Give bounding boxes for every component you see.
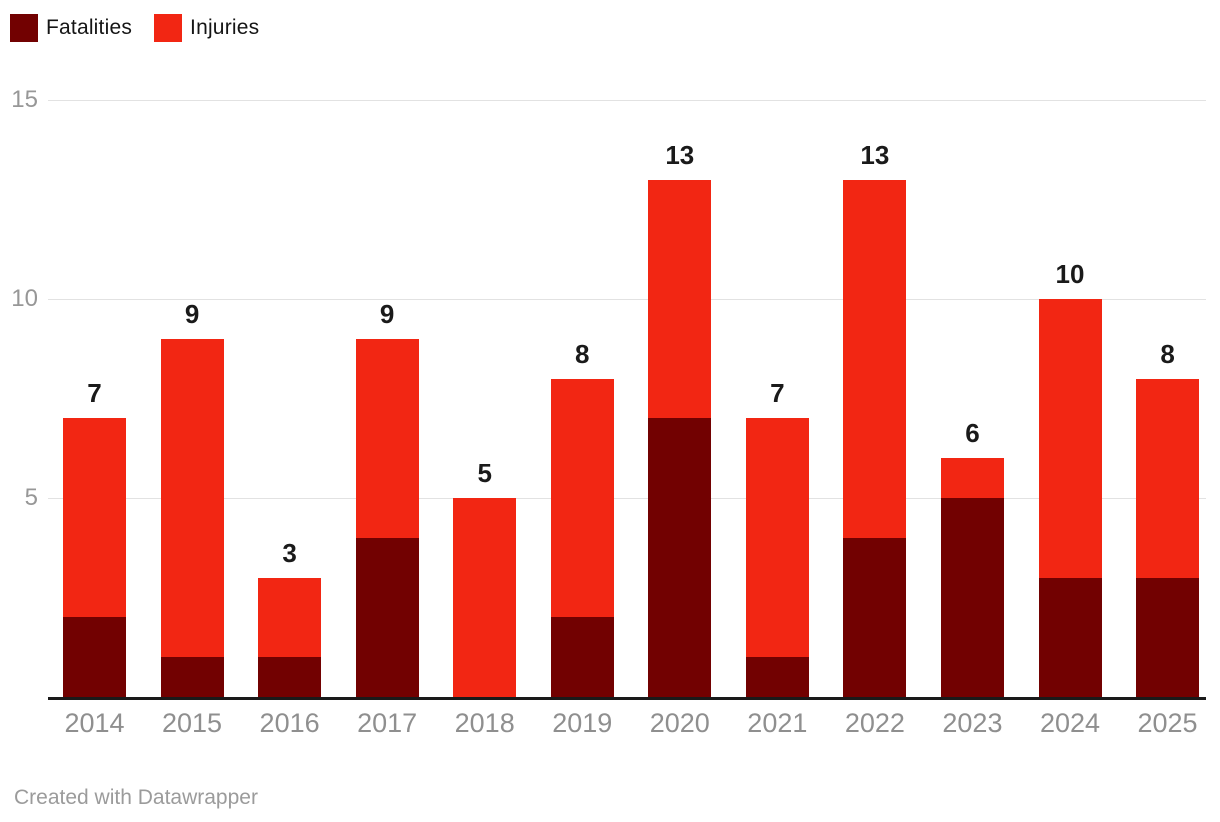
bar-segment-injuries-2016 <box>258 577 322 658</box>
gridline-y-15 <box>48 100 1206 101</box>
x-axis-tick-label-2018: 2018 <box>454 708 515 738</box>
bar-segment-fatalities-2020 <box>648 418 712 697</box>
bar-segment-fatalities-2022 <box>843 537 907 697</box>
fatalities-swatch-icon <box>10 14 38 42</box>
bar-segment-injuries-2015 <box>160 338 224 658</box>
bar-total-label-2022: 13 <box>860 139 890 170</box>
bar-segment-injuries-2023 <box>940 458 1004 498</box>
bar-segment-injuries-2024 <box>1038 299 1102 578</box>
bar-total-label-2021: 7 <box>770 378 785 409</box>
bar-segment-injuries-2021 <box>745 418 809 658</box>
bar-total-label-2023: 6 <box>965 418 980 449</box>
bar-segment-injuries-2020 <box>648 179 712 419</box>
bar-segment-fatalities-2021 <box>745 657 809 697</box>
bar-segment-injuries-2017 <box>355 338 419 538</box>
datawrapper-attribution-link[interactable]: Created with Datawrapper <box>14 786 258 809</box>
x-axis-tick-label-2022: 2022 <box>844 708 905 738</box>
x-axis-tick-label-2014: 2014 <box>64 708 125 738</box>
legend-item-injuries: Injuries <box>154 14 259 42</box>
legend-label-injuries: Injuries <box>190 16 260 39</box>
bar-total-label-2014: 7 <box>87 378 102 409</box>
bar-total-label-2017: 9 <box>379 298 395 329</box>
bar-total-label-2025: 8 <box>1160 338 1175 369</box>
bar-total-label-2020: 13 <box>665 139 695 170</box>
bar-segment-fatalities-2019 <box>550 617 614 697</box>
bar-total-label-2024: 10 <box>1055 259 1085 289</box>
bar-segment-injuries-2018 <box>453 498 517 697</box>
x-axis-tick-label-2025: 2025 <box>1137 708 1198 738</box>
bar-total-label-2016: 3 <box>282 537 297 568</box>
bar-total-label-2018: 5 <box>477 458 492 488</box>
gridline-y-5 <box>48 498 1206 499</box>
bar-segment-fatalities-2025 <box>1136 577 1200 697</box>
x-axis-tick-label-2020: 2020 <box>649 708 710 738</box>
x-axis-tick-label-2015: 2015 <box>162 708 223 738</box>
x-axis-baseline <box>48 697 1206 700</box>
bar-segment-fatalities-2014 <box>63 617 126 697</box>
x-axis-tick-label-2017: 2017 <box>357 708 418 738</box>
legend-item-fatalities: Fatalities <box>10 14 132 42</box>
bar-segment-fatalities-2023 <box>940 498 1004 697</box>
bar-segment-fatalities-2024 <box>1038 577 1102 697</box>
x-axis-tick-label-2019: 2019 <box>552 708 613 738</box>
gridline-y-10 <box>48 299 1206 300</box>
bar-segment-fatalities-2015 <box>160 657 224 697</box>
bar-segment-injuries-2019 <box>550 378 614 618</box>
bar-segment-injuries-2014 <box>63 418 126 618</box>
bar-segment-injuries-2022 <box>843 179 907 538</box>
bar-segment-fatalities-2017 <box>355 537 419 697</box>
y-axis-tick-label: 15 <box>11 86 38 113</box>
x-axis-tick-label-2016: 2016 <box>259 708 320 738</box>
y-axis-tick-label: 10 <box>11 285 38 312</box>
x-axis-tick-label-2024: 2024 <box>1039 708 1101 738</box>
y-axis-tick-label: 5 <box>24 484 38 511</box>
bar-total-label-2015: 9 <box>184 298 200 329</box>
bar-segment-fatalities-2016 <box>258 657 322 697</box>
injuries-swatch-icon <box>154 14 183 42</box>
bar-total-label-2019: 8 <box>575 338 590 369</box>
legend-label-fatalities: Fatalities <box>46 16 133 39</box>
legend: Fatalities Injuries <box>10 14 281 42</box>
x-axis-tick-label-2021: 2021 <box>747 708 808 738</box>
bar-segment-injuries-2025 <box>1136 378 1200 578</box>
x-axis-tick-label-2023: 2023 <box>942 708 1003 738</box>
